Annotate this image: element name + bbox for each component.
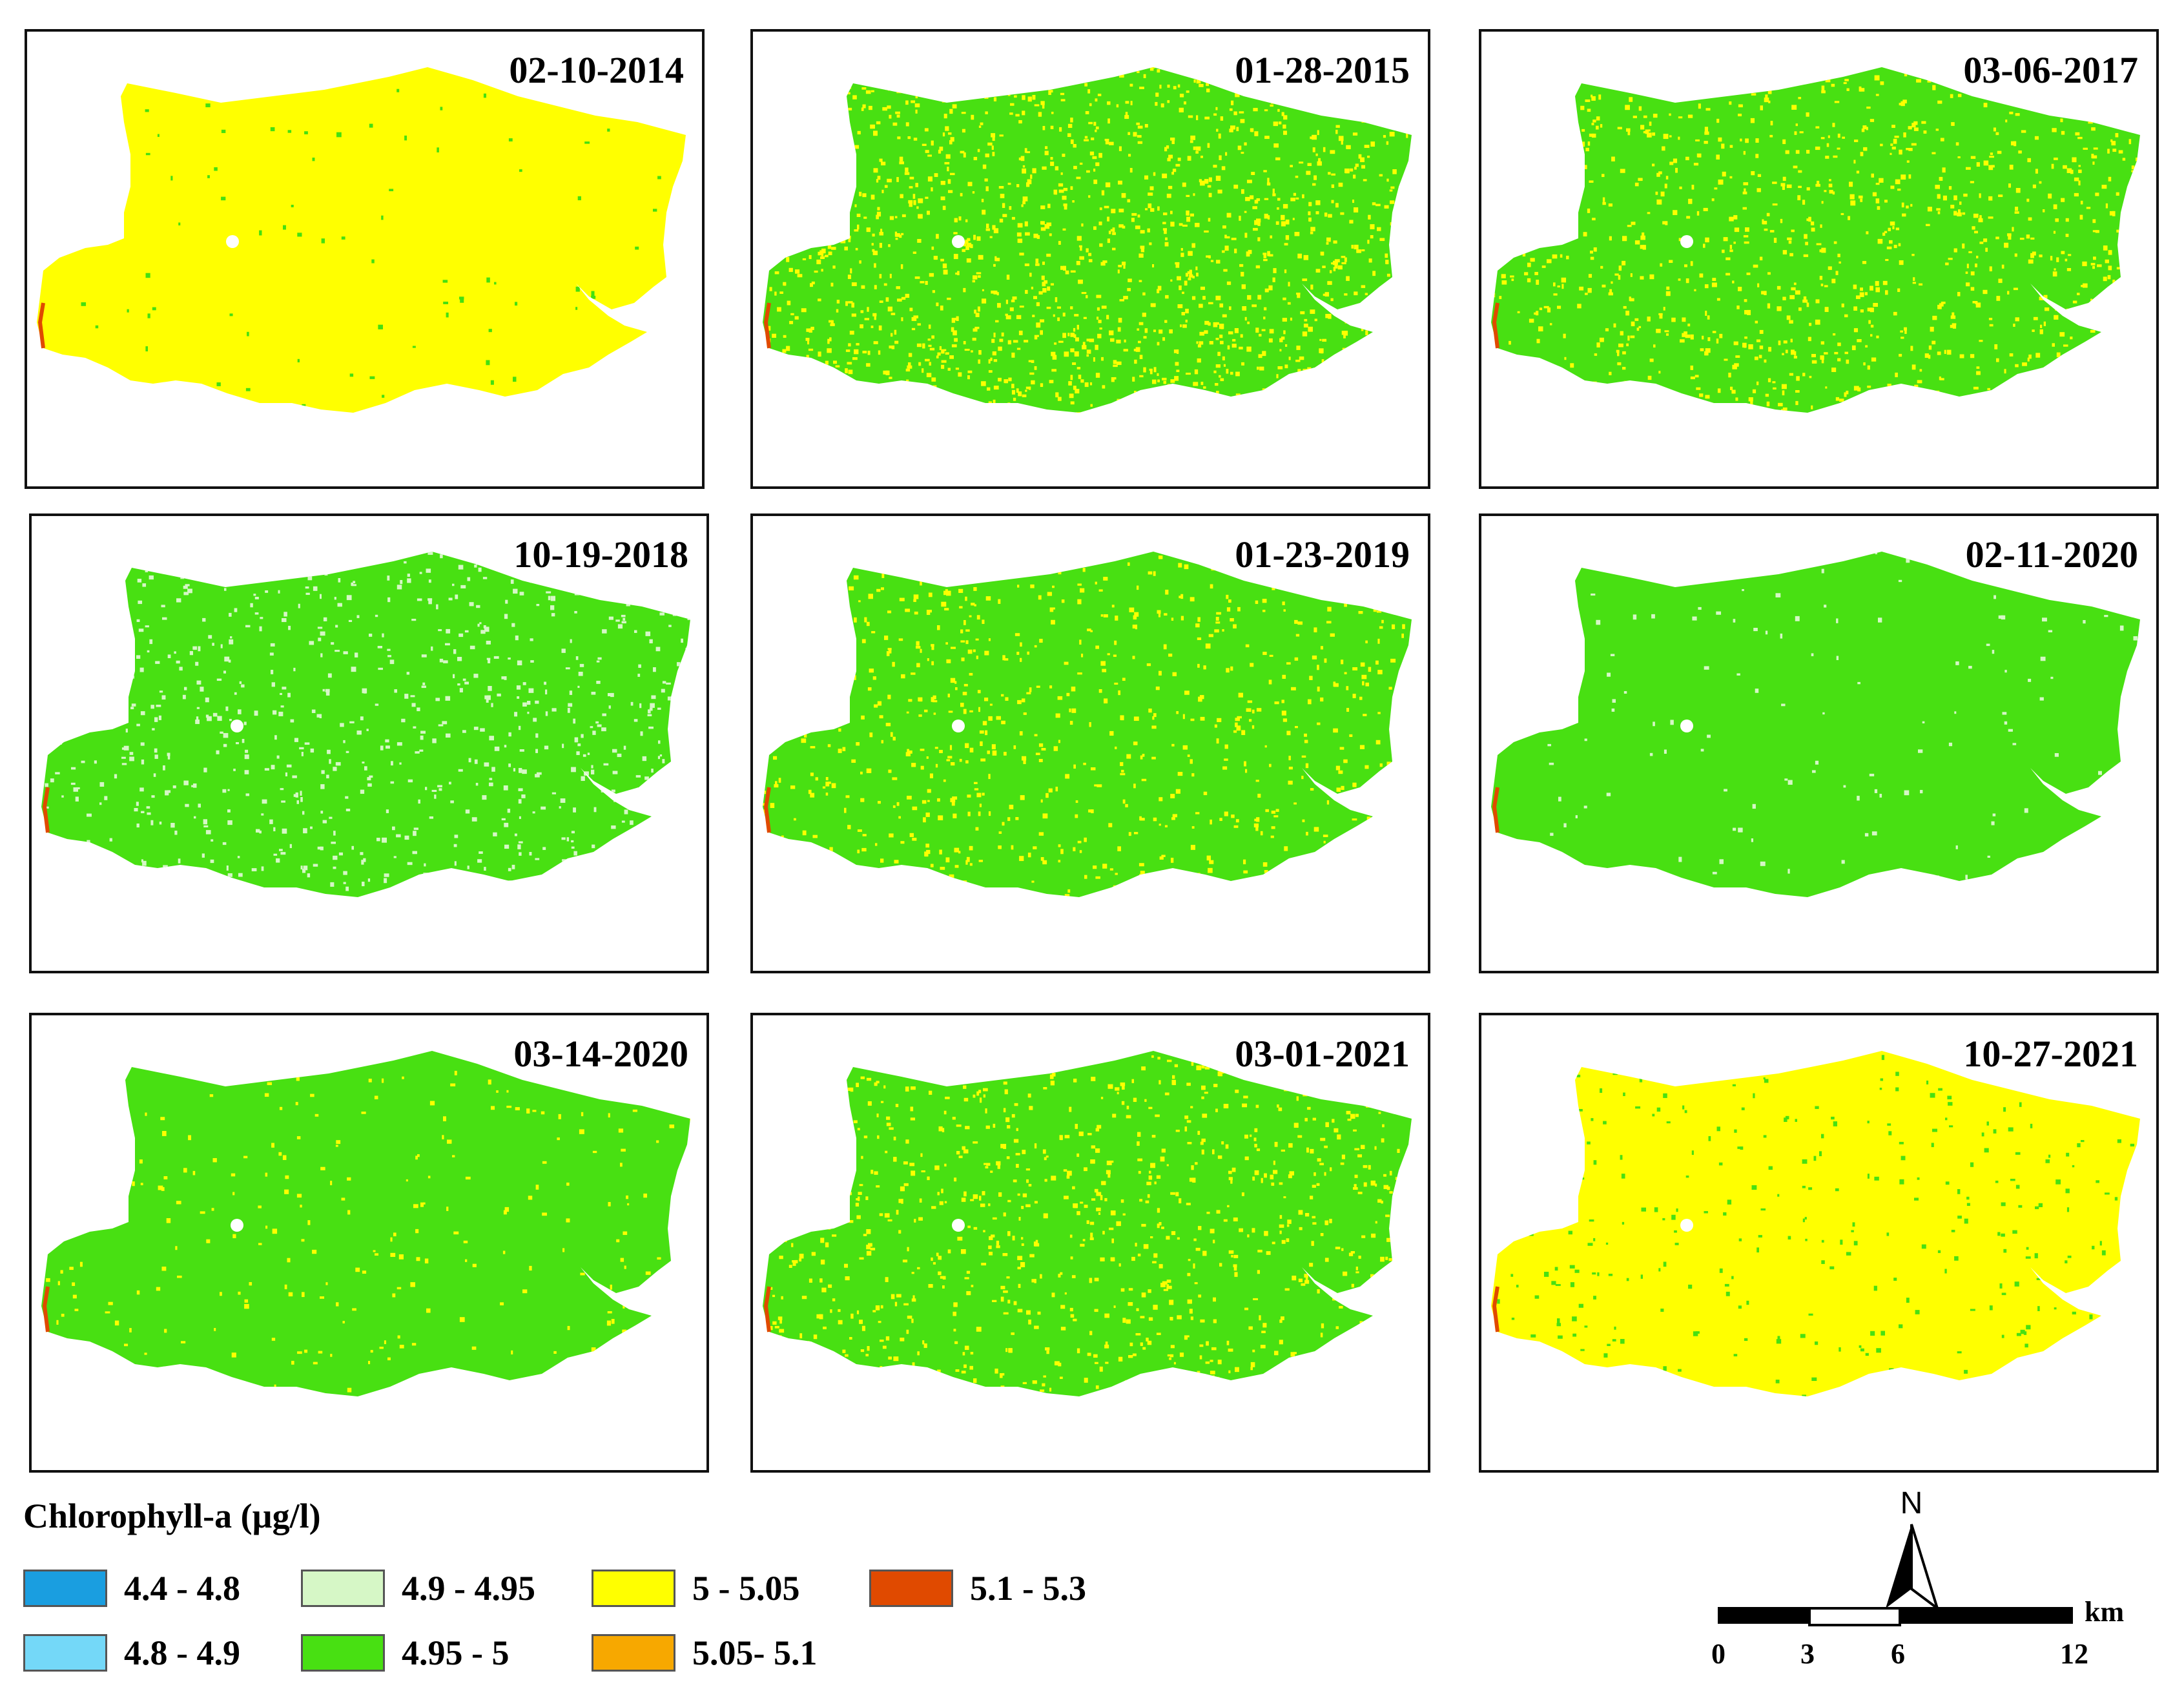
legend-swatch [23,1570,107,1607]
north-label: N [1900,1486,1923,1520]
map-panel-6: 02-11-2020 [1479,513,2159,973]
scale-tick-label: 0 [1711,1638,1726,1670]
legend-item: 5.1 - 5.3 [869,1568,1086,1608]
legend-label: 4.95 - 5 [402,1633,510,1672]
shoreline-accent [1492,302,1499,349]
lake-map [1491,1051,2140,1396]
island [226,235,239,248]
legend-swatch [592,1634,675,1672]
scale-segment [1899,1607,2073,1624]
shoreline-accent [42,787,50,833]
north-arrow-icon [1886,1524,1940,1612]
lake-shape [1491,67,2140,413]
panel-date: 03-06-2017 [1963,49,2138,91]
scale-tick-label: 6 [1891,1638,1905,1670]
shoreline-accent [1492,787,1499,833]
lake-map [41,552,690,897]
map-panel-8: 03-01-2021 [750,1013,1430,1473]
legend-item: 5 - 5.05 [592,1568,799,1608]
shoreline-accent [763,1286,771,1332]
panel-date: 03-14-2020 [513,1033,688,1075]
legend-title: Chlorophyll-a (µg/l) [23,1497,321,1535]
lake-shape [37,67,686,413]
panel-date: 01-23-2019 [1235,534,1410,575]
legend-swatch [592,1570,675,1607]
scale-segment [1808,1607,1901,1626]
legend-swatch [301,1634,385,1672]
legend-label: 5.1 - 5.3 [970,1569,1086,1608]
legend-label: 4.8 - 4.9 [124,1633,240,1672]
map-panel-5: 01-23-2019 [750,513,1430,973]
legend-item: 4.4 - 4.8 [23,1568,240,1608]
legend-label: 5 - 5.05 [692,1569,800,1608]
shoreline-accent [763,787,771,833]
shoreline-accent [1492,1286,1499,1332]
island [231,720,243,732]
lake-map [763,67,1412,413]
island [231,1219,243,1232]
shoreline-accent [763,302,771,349]
legend-swatch [869,1570,953,1607]
legend-label: 5.05- 5.1 [692,1633,818,1672]
legend-label: 4.9 - 4.95 [402,1569,535,1608]
lake-map [37,67,686,413]
shoreline-accent [37,302,45,349]
shoreline-accent [42,1286,50,1332]
scale-segment [1718,1607,1808,1624]
map-panel-9: 10-27-2021 [1479,1013,2159,1473]
lake-shape [763,67,1412,413]
north-arrow: N [1873,1486,1950,1615]
lake-shape [763,552,1412,897]
island [1680,720,1693,732]
lake-map [763,1051,1412,1396]
panel-date: 10-27-2021 [1963,1033,2138,1075]
legend-label: 4.4 - 4.8 [124,1569,240,1608]
legend-item: 5.05- 5.1 [592,1633,817,1673]
lake-map [41,1051,690,1396]
island [1680,235,1693,248]
island [952,235,965,248]
panel-date: 03-01-2021 [1235,1033,1410,1075]
legend-item: 4.8 - 4.9 [23,1633,240,1673]
lake-map [1491,67,2140,413]
panel-date: 02-10-2014 [509,49,684,91]
map-panel-3: 03-06-2017 [1479,29,2159,489]
legend-item: 4.95 - 5 [301,1633,509,1673]
map-panel-7: 03-14-2020 [29,1013,709,1473]
scale-unit: km [2085,1596,2125,1628]
island [952,1219,965,1232]
map-panel-1: 02-10-2014 [25,29,705,489]
map-panel-4: 10-19-2018 [29,513,709,973]
chlorophyll-speckle [1491,1051,2140,1396]
scale-tick-label: 3 [1800,1638,1815,1670]
island [1680,1219,1693,1232]
lake-map [1491,552,2140,897]
legend-item: 4.9 - 4.95 [301,1568,535,1608]
lake-shape [1491,1051,2140,1396]
scale-bar [1718,1607,2079,1626]
map-panel-2: 01-28-2015 [750,29,1430,489]
lake-shape [41,1051,690,1396]
island [952,720,965,732]
scale-tick-label: 12 [2060,1638,2088,1670]
panel-date: 01-28-2015 [1235,49,1410,91]
lake-shape [1491,552,2140,897]
lake-map [763,552,1412,897]
legend-swatch [23,1634,107,1672]
legend-swatch [301,1570,385,1607]
lake-shape [41,552,690,897]
panel-date: 02-11-2020 [1965,534,2138,575]
panel-date: 10-19-2018 [513,534,688,575]
